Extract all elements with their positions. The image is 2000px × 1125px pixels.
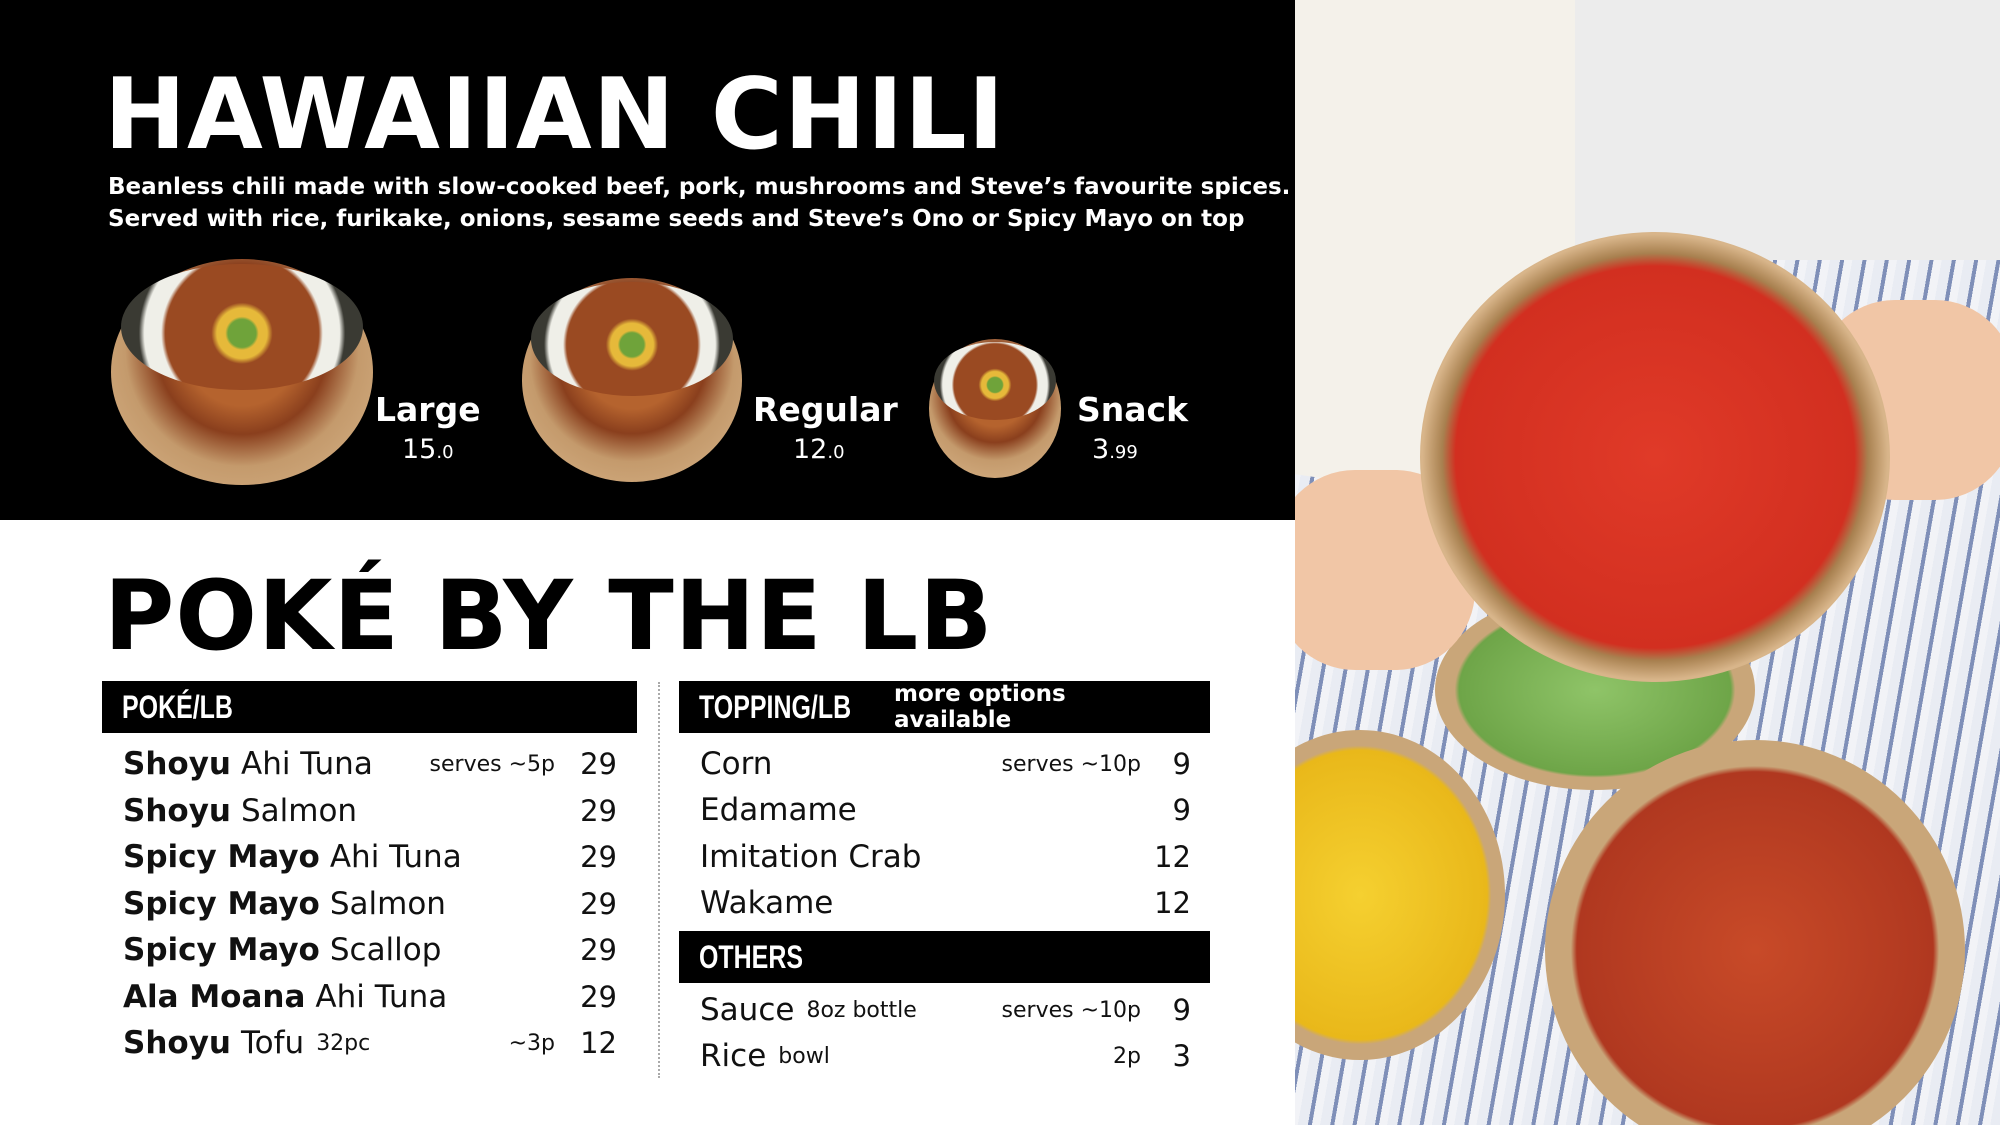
menu-item: Corn serves ~10p 9 [700,741,1191,787]
item-price: 9 [1172,747,1191,781]
menu-item: Shoyu Tofu 32pc ~3p 12 [123,1020,617,1066]
poke-header-bar: POKÉ/LB [102,681,637,733]
menu-item: Spicy Mayo Scallop 29 [123,927,617,973]
regular-bowl-image [522,278,742,482]
item-serves: serves ~10p [1001,997,1141,1023]
item-price: 29 [580,886,617,921]
poke-bowls-photo [1295,0,2000,1125]
topping-header-bar: TOPPING/LB more options available [679,681,1210,733]
item-price: 29 [580,979,617,1014]
poke-header: POKÉ/LB [122,688,233,725]
menu-item: Spicy Mayo Ahi Tuna 29 [123,834,617,880]
chili-description-line: Beanless chili made with slow-cooked bee… [108,174,1291,200]
item-price: 12 [580,1026,617,1060]
item-detail: 8oz bottle [806,997,917,1023]
column-divider [658,682,660,1078]
price-large: 15.0 [402,434,454,465]
snack-bowl-image [929,339,1061,478]
item-style: Shoyu [123,792,231,829]
item-price: 9 [1172,993,1191,1027]
item-name: Wakame [700,884,834,921]
item-style: Shoyu [123,746,231,782]
menu-item: Spicy Mayo Salmon 29 [123,881,617,927]
item-name: Tofu [240,1025,305,1061]
item-name: Ahi Tuna [240,746,373,782]
item-price: 29 [580,840,617,874]
item-name: Rice [700,1038,767,1074]
menu-item: Edamame 9 [700,787,1191,833]
item-name: Ahi Tuna [315,978,448,1015]
item-detail: 32pc [316,1030,371,1056]
item-style: Spicy Mayo [123,839,320,875]
menu-item: Ala Moana Ahi Tuna 29 [123,974,617,1020]
item-price: 29 [580,747,617,781]
chili-section: HAWAIIAN CHILI Beanless chili made with … [0,0,1295,520]
item-style: Shoyu [123,1025,231,1061]
menu-item: Rice bowl 2p 3 [700,1033,1191,1079]
size-label-snack: Snack [1077,390,1189,429]
item-serves: serves ~10p [1001,751,1141,777]
item-name: Ahi Tuna [329,839,462,875]
menu-item: Wakame 12 [700,880,1191,926]
price-regular: 12.0 [793,434,845,465]
item-name: Imitation Crab [700,838,922,875]
item-style: Ala Moana [123,978,306,1015]
large-bowl-image [111,259,373,485]
item-price: 12 [1154,885,1191,920]
chili-title: HAWAIIAN CHILI [104,58,1006,172]
item-detail: bowl [778,1043,830,1069]
item-price: 12 [1154,839,1191,874]
item-price: 3 [1172,1039,1191,1073]
item-serves: ~3p [508,1030,555,1056]
menu-item: Shoyu Salmon 29 [123,788,617,834]
item-name: Edamame [700,792,857,829]
item-price: 29 [580,793,617,828]
item-name: Corn [700,746,773,782]
item-style: Spicy Mayo [123,885,320,922]
topping-note: more options available [893,681,1066,733]
item-price: 9 [1172,793,1191,828]
item-name: Salmon [240,792,358,829]
item-style: Spicy Mayo [123,932,320,968]
chili-description-line: Served with rice, furikake, onions, sesa… [108,206,1245,232]
item-name: Salmon [329,885,446,922]
menu-item: Sauce 8oz bottle serves ~10p 9 [700,987,1191,1033]
size-label-regular: Regular [753,390,898,429]
item-name: Scallop [329,932,442,968]
item-serves: 2p [1113,1043,1141,1069]
others-header: OTHERS [699,938,804,975]
price-snack: 3.99 [1092,434,1138,465]
item-serves: serves ~5p [429,751,555,777]
menu-item: Imitation Crab 12 [700,834,1191,880]
poke-title: POKÉ BY THE LB [104,560,994,672]
menu-item: Shoyu Ahi Tuna serves ~5p 29 [123,741,617,787]
others-header-bar: OTHERS [679,931,1210,983]
item-price: 29 [580,933,617,967]
item-name: Sauce [700,992,795,1028]
topping-header: TOPPING/LB [699,688,852,725]
size-label-large: Large [375,390,481,429]
